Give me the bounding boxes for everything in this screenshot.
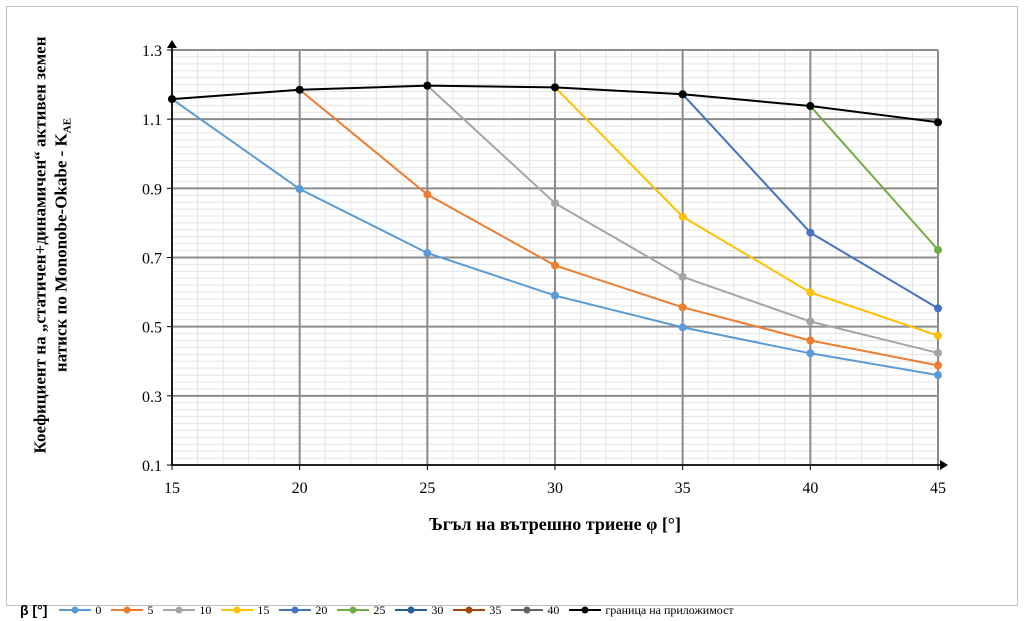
legend-label-2: 10 [199, 602, 212, 617]
x-tick-label: 30 [547, 480, 563, 497]
legend-item-8: 40 [511, 603, 559, 618]
y-tick-label: 0.7 [142, 251, 162, 268]
data-point-1 [806, 336, 815, 345]
y-axis-label-text: Коефициент на „статичен+динамичен“ актив… [30, 36, 71, 454]
legend-label-3: 15 [257, 602, 270, 617]
data-point-1 [678, 303, 687, 312]
legend-marker-9 [569, 606, 602, 614]
y-tick-label: 0.9 [142, 181, 162, 198]
legend-marker-6 [395, 606, 428, 614]
y-axis-label: Коефициент на „статичен+динамичен“ актив… [24, 20, 84, 470]
legend-label-6: 30 [431, 602, 444, 617]
data-point-2 [806, 317, 815, 326]
legend-item-5: 25 [337, 603, 385, 618]
legend-item-0: 0 [59, 603, 101, 618]
data-point-0 [295, 185, 304, 194]
legend-marker-0 [59, 606, 92, 614]
x-tick-label: 45 [930, 480, 946, 497]
legend-label-1: 5 [147, 602, 154, 617]
data-point-2 [934, 348, 942, 357]
y-tick-label: 0.3 [142, 389, 162, 406]
data-point-1 [934, 361, 942, 370]
legend-marker-4 [279, 606, 312, 614]
data-point-2 [678, 272, 687, 281]
legend-label-4: 20 [315, 602, 328, 617]
x-axis-label: Ъгъл на вътрешно триене φ [°] [428, 514, 682, 534]
data-point-0 [806, 349, 815, 358]
legend-item-3: 15 [221, 603, 269, 618]
data-point-5 [934, 245, 942, 254]
data-point-4 [934, 304, 942, 313]
x-tick-label: 40 [802, 480, 818, 497]
legend-marker-5 [337, 606, 370, 614]
legend-marker-3 [221, 606, 254, 614]
data-point-3 [806, 288, 815, 297]
data-point-9 [806, 102, 815, 111]
x-tick-label: 20 [292, 480, 308, 497]
legend-marker-2 [163, 606, 196, 614]
data-point-0 [423, 249, 432, 258]
data-point-3 [678, 212, 687, 221]
legend-item-9: граница на приложимост [569, 602, 734, 618]
series-line-5 [809, 105, 939, 251]
legend-marker-8 [511, 606, 544, 614]
x-axis-arrow [940, 460, 948, 470]
legend-items: 0 5 10 15 20 25 30 35 40 граница на приложимост [59, 603, 743, 618]
data-point-3 [934, 331, 942, 340]
data-point-9 [551, 83, 559, 92]
legend-label-5: 25 [373, 602, 386, 617]
legend-item-1: 5 [111, 603, 153, 618]
x-tick-label: 35 [675, 480, 691, 497]
legend-item-2: 10 [163, 603, 211, 618]
y-axis-label-subscript: AE [61, 117, 74, 134]
x-tick-label: 25 [419, 480, 435, 497]
data-point-0 [934, 371, 942, 380]
data-point-9 [423, 81, 432, 90]
legend-marker-1 [111, 606, 144, 614]
legend-item-6: 30 [395, 603, 443, 618]
series-line-1 [299, 88, 939, 367]
legend-label-9: граница на приложимост [605, 602, 734, 617]
data-point-0 [551, 291, 559, 300]
legend-label-0: 0 [95, 602, 102, 617]
data-point-2 [551, 199, 559, 208]
data-point-1 [551, 261, 559, 270]
legend-label-7: 35 [489, 602, 502, 617]
legend-title: β [°] [20, 602, 48, 618]
y-tick-label: 1.1 [142, 112, 162, 129]
legend-item-7: 35 [453, 603, 501, 618]
series-line-3 [554, 86, 939, 337]
y-axis-arrow [167, 40, 177, 48]
legend: β [°] 0 5 10 15 20 25 30 35 40 граница на приложи… [20, 599, 744, 621]
y-tick-label: 0.1 [142, 458, 162, 475]
legend-item-4: 20 [279, 603, 327, 618]
data-point-1 [423, 190, 432, 199]
data-point-4 [806, 228, 815, 237]
data-point-9 [934, 118, 942, 127]
data-point-0 [678, 323, 687, 332]
legend-label-8: 40 [547, 602, 560, 617]
data-point-9 [295, 85, 304, 94]
data-point-9 [678, 90, 687, 99]
legend-marker-7 [453, 606, 486, 614]
y-tick-label: 0.5 [142, 320, 162, 337]
data-point-9 [168, 95, 176, 104]
y-tick-label: 1.3 [142, 43, 162, 60]
x-tick-label: 15 [164, 480, 180, 497]
